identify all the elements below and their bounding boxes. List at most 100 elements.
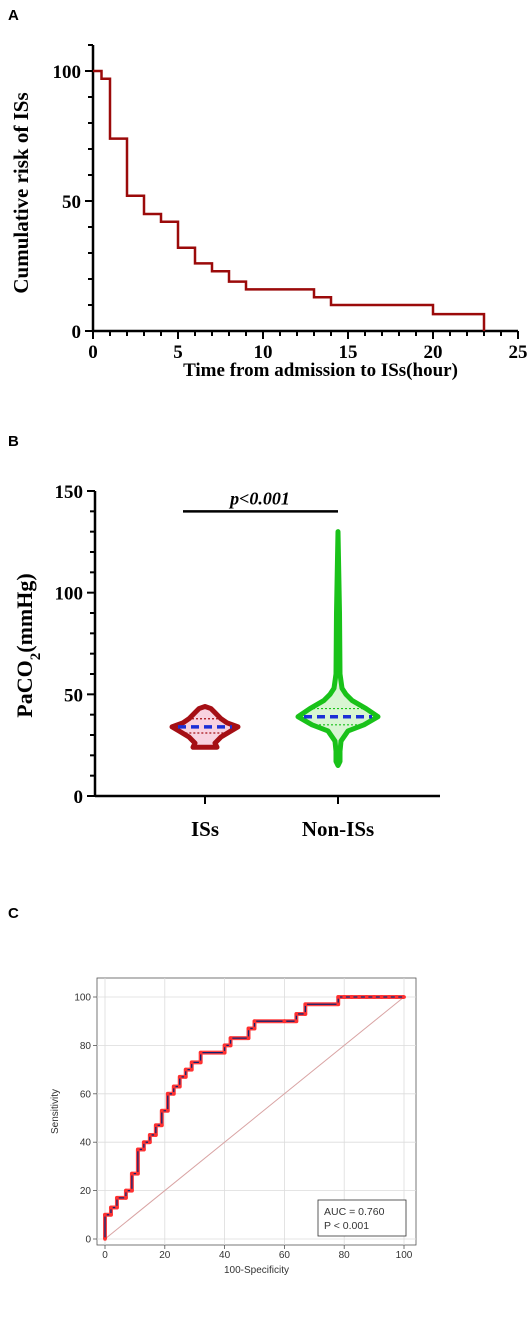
roc-point bbox=[142, 1147, 146, 1152]
roc-point bbox=[115, 1196, 119, 1200]
y-tick-label: 0 bbox=[85, 1235, 91, 1246]
roc-point bbox=[189, 1060, 194, 1065]
x-axis-title: Time from admission to ISs(hour) bbox=[183, 360, 458, 381]
roc-point bbox=[228, 1036, 233, 1040]
roc-point bbox=[394, 995, 399, 999]
roc-point bbox=[246, 1036, 251, 1040]
panel-a-label: A bbox=[8, 7, 19, 24]
y-tick-label: 150 bbox=[55, 482, 84, 503]
legend-p-value: P < 0.001 bbox=[324, 1220, 369, 1232]
roc-point bbox=[124, 1188, 128, 1193]
reference-diagonal bbox=[104, 996, 405, 1240]
y-axis-title: Cumulative risk of ISs bbox=[9, 92, 33, 293]
roc-point bbox=[177, 1084, 182, 1089]
y-tick-label: 80 bbox=[80, 1041, 92, 1052]
roc-point bbox=[228, 1043, 233, 1048]
roc-point bbox=[336, 995, 341, 999]
x-tick-label: 25 bbox=[509, 342, 528, 363]
roc-point bbox=[303, 1012, 308, 1016]
roc-point bbox=[142, 1140, 146, 1144]
outlier-point bbox=[335, 630, 341, 637]
outlier-point bbox=[335, 671, 341, 677]
roc-point bbox=[148, 1140, 152, 1144]
roc-point bbox=[136, 1171, 140, 1176]
roc-point bbox=[189, 1067, 194, 1072]
x-tick-label: 60 bbox=[279, 1250, 291, 1261]
roc-point bbox=[103, 1213, 107, 1217]
roc-point bbox=[171, 1092, 176, 1096]
y-tick-label: 50 bbox=[64, 685, 83, 706]
roc-point bbox=[294, 1019, 299, 1023]
roc-point bbox=[349, 995, 354, 999]
x-tick-label: 5 bbox=[173, 342, 183, 363]
roc-point bbox=[198, 1050, 203, 1055]
legend-box bbox=[317, 1199, 407, 1237]
x-tick-label: 20 bbox=[159, 1250, 171, 1261]
roc-point bbox=[282, 1019, 287, 1023]
outlier-point bbox=[335, 650, 341, 657]
panel-c-label: C bbox=[8, 905, 19, 922]
roc-point bbox=[303, 1002, 308, 1007]
roc-point bbox=[372, 995, 376, 999]
roc-point bbox=[109, 1205, 113, 1210]
roc-point bbox=[357, 995, 361, 999]
roc-point bbox=[103, 1237, 107, 1241]
category-label: ISs bbox=[191, 817, 219, 841]
x-tick-label: 15 bbox=[339, 342, 358, 363]
violin-chart: 0 50 100 150 ISs Non-ISs PaCO2(mmHg) p<0.001 bbox=[12, 482, 440, 841]
y-tick-label: 40 bbox=[80, 1138, 92, 1149]
y-axis-title: Sensitivity bbox=[50, 1089, 61, 1134]
violin-non-iss bbox=[295, 529, 381, 768]
y-tick-label: 100 bbox=[55, 584, 84, 605]
y-tick-label: 20 bbox=[80, 1186, 92, 1197]
y-tick-label: 100 bbox=[53, 62, 82, 83]
x-tick-label: 40 bbox=[219, 1250, 231, 1261]
roc-point bbox=[342, 995, 347, 999]
roc-point bbox=[154, 1133, 158, 1137]
roc-point bbox=[109, 1213, 113, 1217]
roc-point bbox=[379, 995, 384, 999]
outlier-point bbox=[335, 614, 341, 621]
y-tick-label: 0 bbox=[72, 322, 82, 343]
roc-point bbox=[136, 1147, 140, 1152]
roc-point bbox=[183, 1075, 188, 1079]
x-axis-title: 100-Specificity bbox=[224, 1265, 289, 1276]
kaplan-meier-chart: 0 50 100 0 5 10 15 20 25 Time from admission to I… bbox=[9, 44, 528, 381]
y-tick-label: 0 bbox=[74, 787, 84, 808]
risk-step-line bbox=[93, 69, 486, 331]
y-tick-label: 60 bbox=[80, 1089, 92, 1100]
y-tick-label: 100 bbox=[74, 993, 91, 1004]
roc-point bbox=[130, 1188, 134, 1193]
roc-point bbox=[222, 1043, 227, 1048]
legend-auc: AUC = 0.760 bbox=[324, 1206, 385, 1218]
roc-point bbox=[364, 995, 369, 999]
x-tick-label: 0 bbox=[102, 1250, 108, 1261]
roc-point bbox=[387, 995, 391, 999]
roc-point bbox=[160, 1108, 164, 1113]
roc-point bbox=[115, 1205, 119, 1210]
x-tick-label: 0 bbox=[88, 342, 98, 363]
x-tick-label: 10 bbox=[254, 342, 273, 363]
roc-point bbox=[336, 1002, 341, 1007]
roc-point bbox=[252, 1026, 257, 1031]
roc-point bbox=[171, 1084, 176, 1089]
roc-point bbox=[124, 1196, 128, 1200]
panel-b-label: B bbox=[8, 433, 19, 450]
y-tick-label: 50 bbox=[62, 192, 81, 213]
roc-point bbox=[198, 1060, 203, 1065]
x-tick-label: 20 bbox=[424, 342, 443, 363]
p-value-label: p<0.001 bbox=[228, 488, 290, 508]
roc-point bbox=[160, 1123, 164, 1128]
roc-point bbox=[130, 1171, 134, 1176]
x-tick-label: 80 bbox=[339, 1250, 351, 1261]
roc-point bbox=[165, 1108, 170, 1113]
roc-point bbox=[183, 1067, 188, 1072]
roc-point bbox=[246, 1026, 251, 1031]
category-label: Non-ISs bbox=[302, 817, 374, 841]
roc-point bbox=[165, 1092, 170, 1096]
roc-point bbox=[177, 1075, 182, 1079]
roc-point bbox=[148, 1133, 152, 1137]
roc-point bbox=[222, 1050, 227, 1055]
roc-point bbox=[252, 1019, 257, 1023]
